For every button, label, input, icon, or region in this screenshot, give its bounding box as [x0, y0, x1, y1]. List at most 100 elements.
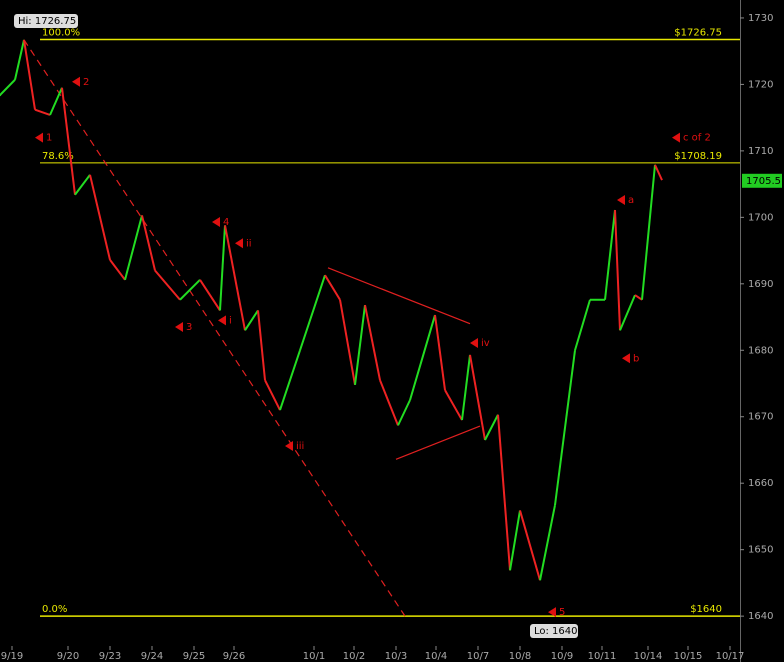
price-segment [49, 87, 63, 116]
wave-marker [35, 132, 43, 143]
price-segment [264, 379, 281, 411]
x-tick-label: 10/7 [467, 651, 489, 662]
lo-label-box [530, 624, 578, 638]
price-segment [74, 174, 91, 196]
price-segment [324, 274, 341, 301]
y-tick-label: 1650 [748, 545, 773, 556]
price-segment [224, 225, 246, 331]
price-segment [604, 209, 616, 300]
price-segment [461, 354, 471, 421]
price-segment [61, 87, 76, 195]
wave-marker [235, 238, 243, 249]
y-tick-label: 1710 [748, 146, 773, 157]
price-segment [299, 274, 326, 351]
price-segment [354, 304, 366, 385]
y-tick-label: 1700 [748, 212, 773, 223]
price-segment [0, 79, 16, 96]
x-tick-label: 10/8 [509, 651, 531, 662]
last-price-box [742, 173, 782, 188]
wave-marker [218, 315, 226, 326]
price-segment [141, 215, 156, 271]
level-price: $1640 [690, 604, 722, 615]
x-tick-label: 9/26 [223, 651, 245, 662]
price-segment [409, 314, 436, 401]
price-segment [89, 174, 111, 261]
price-segment [619, 294, 636, 331]
price-segment [257, 310, 266, 381]
wave-label: 2 [83, 77, 89, 88]
lo-label: Lo: 1640 [534, 626, 578, 637]
price-segment [364, 304, 381, 381]
wave-marker [622, 353, 630, 364]
wave-label: ii [246, 238, 252, 249]
wave-label: b [633, 353, 639, 364]
x-tick-label: 9/24 [141, 651, 163, 662]
wave-marker [672, 132, 680, 143]
wave-label: 1 [46, 133, 52, 144]
x-tick-label: 10/2 [343, 651, 365, 662]
y-tick-label: 1730 [748, 13, 773, 24]
level-percent: 0.0% [42, 604, 67, 615]
wave-marker [617, 195, 625, 206]
wave-label: iii [296, 441, 304, 452]
price-segment [23, 39, 36, 110]
level-price: $1708.19 [674, 151, 722, 162]
price-segment [469, 354, 486, 441]
x-tick-label: 10/17 [716, 651, 745, 662]
price-segment [574, 299, 591, 351]
y-tick-label: 1670 [748, 412, 773, 423]
price-segment [244, 309, 259, 331]
wave-label: 3 [186, 322, 192, 333]
price-segment [199, 279, 221, 311]
y-tick-label: 1720 [748, 79, 773, 90]
price-segment [634, 294, 643, 301]
price-segment [34, 108, 51, 116]
price-segment [179, 279, 201, 301]
x-tick-label: 9/19 [1, 651, 23, 662]
hi-label-box [14, 14, 78, 28]
wave-marker [548, 607, 556, 618]
wave-label: i [229, 315, 232, 326]
price-segment [519, 510, 541, 581]
wave-marker [285, 440, 293, 451]
price-segment [379, 379, 399, 426]
price-segment [509, 510, 521, 571]
x-tick-label: 10/1 [303, 651, 325, 662]
x-tick-label: 10/11 [588, 651, 617, 662]
hi-label: Hi: 1726.75 [18, 16, 76, 27]
x-tick-label: 10/15 [674, 651, 703, 662]
price-segment [539, 504, 556, 581]
x-tick-label: 10/4 [425, 651, 447, 662]
price-segment [654, 164, 663, 181]
wave-marker [212, 216, 220, 227]
price-segment [614, 209, 621, 331]
price-segment [554, 350, 576, 506]
trendline [395, 425, 481, 460]
wave-marker [470, 337, 478, 348]
price-segment [434, 314, 446, 391]
price-segment [397, 399, 411, 426]
x-tick-label: 10/3 [385, 651, 407, 662]
wave-label: 4 [223, 217, 229, 228]
price-segment [219, 225, 226, 311]
level-price: $1726.75 [674, 28, 722, 39]
last-price: 1705.5 [746, 176, 781, 187]
y-tick-label: 1690 [748, 279, 773, 290]
price-segment [14, 39, 25, 80]
x-tick-label: 10/9 [551, 651, 573, 662]
price-segment [154, 269, 181, 301]
price-segment [641, 164, 656, 300]
price-segment [484, 414, 499, 441]
price-segment [279, 349, 301, 411]
price-segment [497, 414, 511, 571]
level-percent: 100.0% [42, 28, 80, 39]
price-segment [339, 299, 356, 386]
x-tick-label: 10/14 [634, 651, 663, 662]
x-tick-label: 9/23 [99, 651, 121, 662]
wave-label: iv [481, 338, 490, 349]
x-tick-label: 9/25 [183, 651, 205, 662]
x-tick-label: 9/20 [57, 651, 79, 662]
